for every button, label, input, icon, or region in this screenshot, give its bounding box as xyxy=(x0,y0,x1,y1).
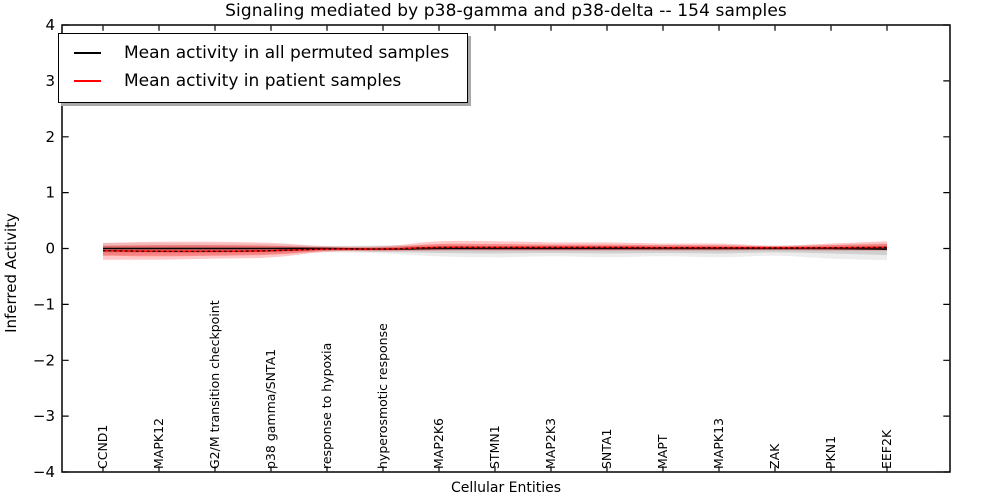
y-tick-label: 0 xyxy=(45,240,55,258)
x-tick-label: response to hypoxia xyxy=(319,343,334,469)
patient-line-sample xyxy=(74,80,101,82)
legend-entry-permuted: Mean activity in all permuted samples xyxy=(74,39,449,67)
x-tick-label: STMN1 xyxy=(487,425,502,469)
x-tick-label: MAPK12 xyxy=(151,418,166,469)
axes-frame xyxy=(61,24,951,473)
patient-mean-dash-overlay xyxy=(102,246,888,253)
y-tick-label: −1 xyxy=(33,295,55,313)
x-tick-label: MAP2K3 xyxy=(543,418,558,469)
permuted-line-sample xyxy=(74,52,101,54)
x-tick-label: MAPK13 xyxy=(711,418,726,469)
legend-label-permuted: Mean activity in all permuted samples xyxy=(124,43,450,63)
x-tick-label: G2/M transition checkpoint xyxy=(207,300,222,469)
y-tick-label: 4 xyxy=(45,16,55,34)
x-tick-label: MAP2K6 xyxy=(431,418,446,469)
x-tick-label: p38 gamma/SNTA1 xyxy=(263,349,278,469)
x-tick-label: ZAK xyxy=(767,443,782,469)
x-tick-label: EEF2K xyxy=(879,429,894,469)
y-tick-label: −3 xyxy=(33,407,55,425)
legend-label-patient: Mean activity in patient samples xyxy=(124,71,402,91)
x-tick-label: hyperosmotic response xyxy=(375,323,390,469)
patient-inner-band xyxy=(103,243,887,257)
legend-entry-patient: Mean activity in patient samples xyxy=(74,67,449,95)
x-tick-label: SNTA1 xyxy=(599,429,614,469)
legend-box: Mean activity in all permuted samples Me… xyxy=(58,33,469,103)
x-tick-label: MAPT xyxy=(655,434,670,469)
y-tick-label: 3 xyxy=(45,72,55,90)
y-tick-label: 2 xyxy=(45,128,55,146)
patient-outer-band xyxy=(103,240,887,260)
y-tick-label: −4 xyxy=(33,463,55,481)
y-axis-label: Inferred Activity xyxy=(2,213,20,333)
x-axis-label: Cellular Entities xyxy=(450,480,562,496)
y-tick-label: 1 xyxy=(45,184,55,202)
x-tick-label: PKN1 xyxy=(823,436,838,469)
x-tick-label: CCND1 xyxy=(95,425,110,469)
chart-title: Signaling mediated by p38-gamma and p38-… xyxy=(225,1,787,21)
y-tick-label: −2 xyxy=(33,351,55,369)
